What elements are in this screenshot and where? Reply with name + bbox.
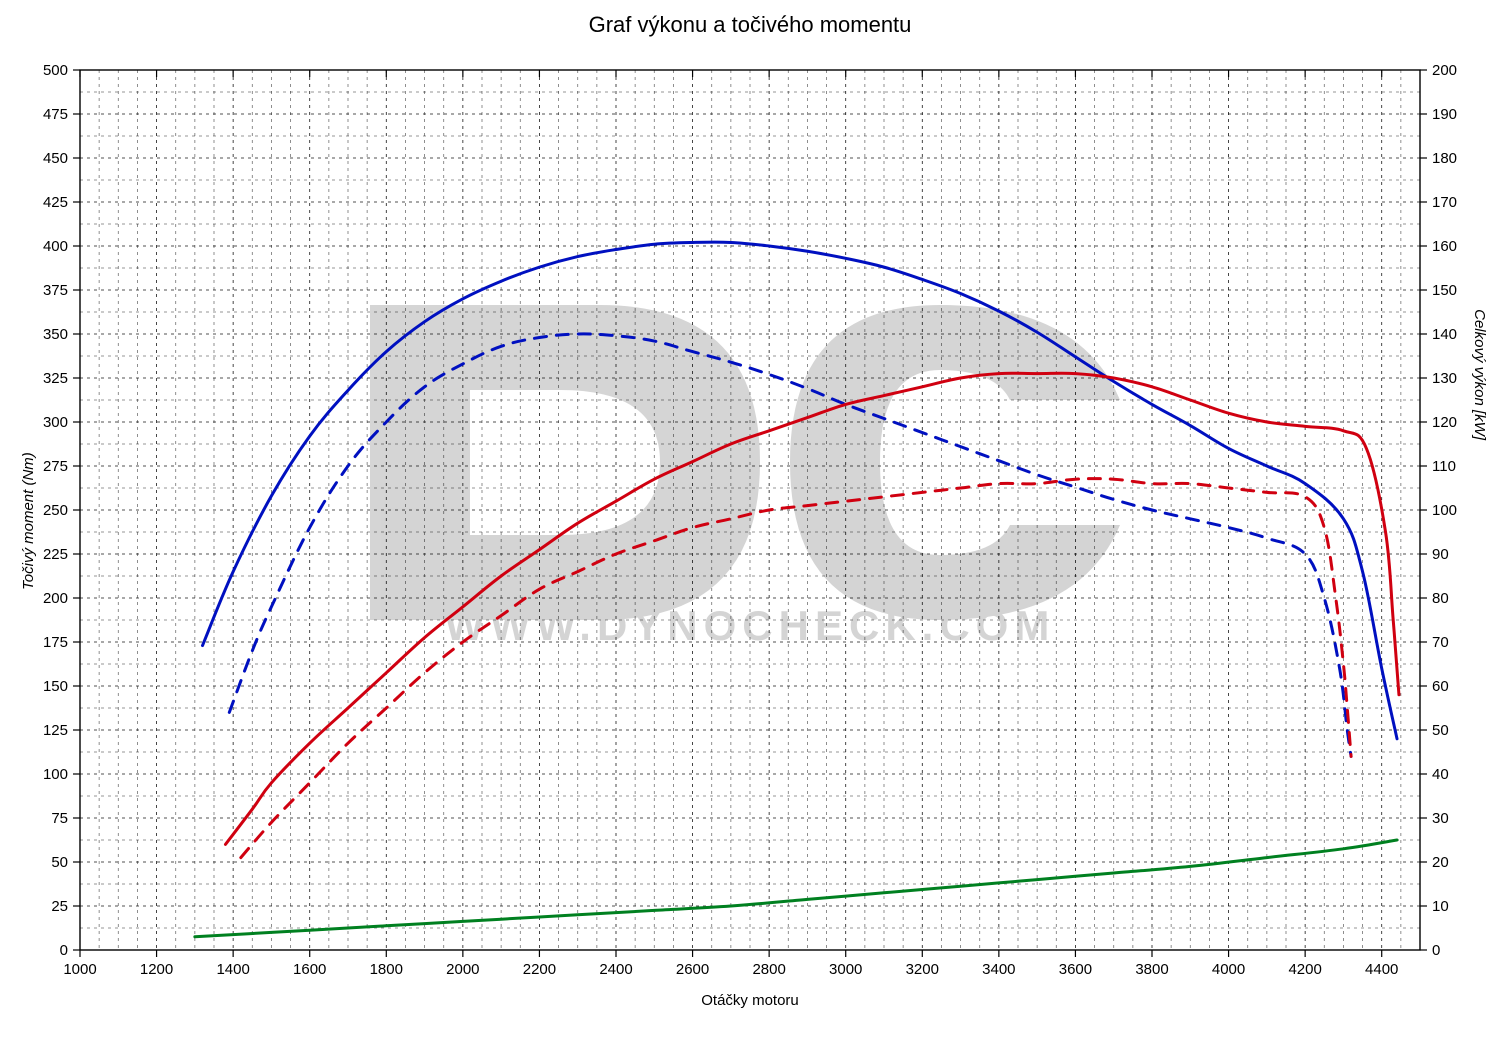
svg-text:40: 40 bbox=[1432, 766, 1449, 783]
svg-text:350: 350 bbox=[43, 326, 68, 343]
chart-title: Graf výkonu a točivého momentu bbox=[0, 12, 1500, 38]
svg-text:180: 180 bbox=[1432, 150, 1457, 167]
svg-text:2000: 2000 bbox=[446, 961, 479, 978]
svg-text:1400: 1400 bbox=[216, 961, 249, 978]
svg-text:70: 70 bbox=[1432, 634, 1449, 651]
svg-text:3000: 3000 bbox=[829, 961, 862, 978]
svg-text:160: 160 bbox=[1432, 238, 1457, 255]
svg-text:0: 0 bbox=[60, 942, 68, 959]
svg-text:100: 100 bbox=[1432, 502, 1457, 519]
svg-text:225: 225 bbox=[43, 546, 68, 563]
svg-text:120: 120 bbox=[1432, 414, 1457, 431]
svg-text:75: 75 bbox=[51, 810, 68, 827]
svg-text:10: 10 bbox=[1432, 898, 1449, 915]
svg-text:4400: 4400 bbox=[1365, 961, 1398, 978]
svg-text:4200: 4200 bbox=[1288, 961, 1321, 978]
svg-text:500: 500 bbox=[43, 62, 68, 79]
y-axis-right-label: Celkový výkon [kW] bbox=[1471, 309, 1488, 440]
svg-text:375: 375 bbox=[43, 282, 68, 299]
svg-text:400: 400 bbox=[43, 238, 68, 255]
svg-text:190: 190 bbox=[1432, 106, 1457, 123]
svg-text:2600: 2600 bbox=[676, 961, 709, 978]
svg-text:50: 50 bbox=[1432, 722, 1449, 739]
svg-text:200: 200 bbox=[43, 590, 68, 607]
y-axis-left-label: Točivý moment (Nm) bbox=[20, 452, 37, 590]
svg-text:25: 25 bbox=[51, 898, 68, 915]
svg-text:140: 140 bbox=[1432, 326, 1457, 343]
svg-text:175: 175 bbox=[43, 634, 68, 651]
svg-text:60: 60 bbox=[1432, 678, 1449, 695]
svg-text:50: 50 bbox=[51, 854, 68, 871]
svg-text:2400: 2400 bbox=[599, 961, 632, 978]
svg-text:3400: 3400 bbox=[982, 961, 1015, 978]
svg-text:300: 300 bbox=[43, 414, 68, 431]
svg-text:3800: 3800 bbox=[1135, 961, 1168, 978]
svg-text:0: 0 bbox=[1432, 942, 1440, 959]
svg-text:150: 150 bbox=[43, 678, 68, 695]
svg-text:1000: 1000 bbox=[63, 961, 96, 978]
svg-text:20: 20 bbox=[1432, 854, 1449, 871]
svg-text:275: 275 bbox=[43, 458, 68, 475]
svg-text:475: 475 bbox=[43, 106, 68, 123]
svg-text:90: 90 bbox=[1432, 546, 1449, 563]
svg-text:200: 200 bbox=[1432, 62, 1457, 79]
svg-text:130: 130 bbox=[1432, 370, 1457, 387]
svg-text:170: 170 bbox=[1432, 194, 1457, 211]
svg-text:450: 450 bbox=[43, 150, 68, 167]
svg-text:100: 100 bbox=[43, 766, 68, 783]
svg-text:4000: 4000 bbox=[1212, 961, 1245, 978]
svg-text:110: 110 bbox=[1432, 458, 1456, 475]
svg-text:1200: 1200 bbox=[140, 961, 173, 978]
svg-text:3200: 3200 bbox=[906, 961, 939, 978]
svg-text:150: 150 bbox=[1432, 282, 1457, 299]
svg-text:3600: 3600 bbox=[1059, 961, 1092, 978]
svg-text:80: 80 bbox=[1432, 590, 1449, 607]
svg-text:30: 30 bbox=[1432, 810, 1449, 827]
dyno-chart: WWW.DYNOCHECK.COM10001200140016001800200… bbox=[0, 0, 1500, 1041]
svg-text:125: 125 bbox=[43, 722, 68, 739]
svg-text:2200: 2200 bbox=[523, 961, 556, 978]
x-axis-label: Otáčky motoru bbox=[0, 992, 1500, 1009]
svg-text:1600: 1600 bbox=[293, 961, 326, 978]
svg-text:325: 325 bbox=[43, 370, 68, 387]
svg-text:425: 425 bbox=[43, 194, 68, 211]
page-root: { "chart": { "type": "line", "title": "G… bbox=[0, 0, 1500, 1041]
svg-text:1800: 1800 bbox=[370, 961, 403, 978]
svg-text:250: 250 bbox=[43, 502, 68, 519]
svg-text:2800: 2800 bbox=[752, 961, 785, 978]
